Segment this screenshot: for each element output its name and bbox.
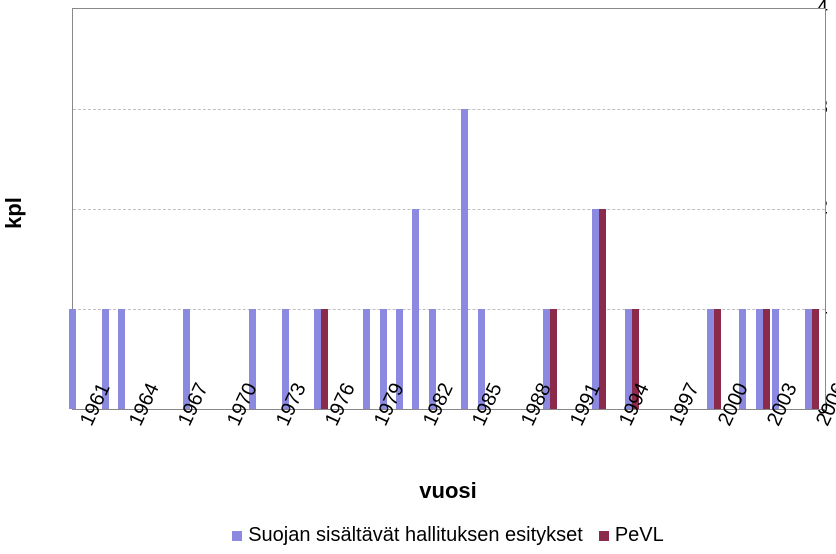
legend-swatch [232,531,242,541]
legend-label: Suojan sisältävät hallituksen esitykset [248,524,583,547]
bar [805,309,812,409]
bar [763,309,770,409]
legend-swatch [599,531,609,541]
gridline [73,209,825,210]
bar [363,309,370,409]
bar [707,309,714,409]
legend-label: PeVL [615,524,664,547]
legend: Suojan sisältävät hallituksen esitykset P… [72,524,824,547]
bar [812,309,819,409]
legend-item: Suojan sisältävät hallituksen esitykset [232,524,583,547]
chart-container: kpl 01234 196119641967197019731976197919… [0,0,836,554]
x-axis-title: vuosi [72,478,824,504]
bar [461,109,468,409]
bar [412,209,419,409]
bar [118,309,125,409]
bar [314,309,321,409]
plot-area [72,8,826,410]
legend-item: PeVL [599,524,664,547]
bar [592,209,599,409]
bar [714,309,721,409]
y-axis-title: kpl [1,197,27,229]
gridline [73,109,825,110]
bar [69,309,76,409]
bar [321,309,328,409]
bar [599,209,606,409]
bar [756,309,763,409]
